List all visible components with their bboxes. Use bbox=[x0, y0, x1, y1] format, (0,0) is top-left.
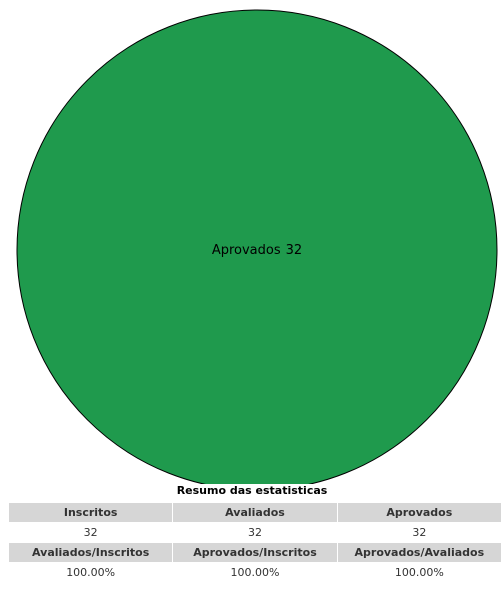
pie-slice bbox=[16, 9, 498, 484]
value-cell: 100.00% bbox=[336, 562, 503, 583]
header-cell: Aprovados/Avaliados bbox=[336, 542, 503, 563]
slice-value: 32 bbox=[286, 243, 303, 258]
table-row: Inscritos Avaliados Aprovados bbox=[7, 502, 503, 523]
table-row: Avaliados/Inscritos Aprovados/Inscritos Ap… bbox=[7, 542, 503, 563]
slice-label: Aprovados 32 bbox=[212, 243, 302, 258]
header-cell: Aprovados/Inscritos bbox=[172, 542, 338, 563]
header-cell: Aprovados bbox=[336, 502, 503, 523]
stats-table: Inscritos Avaliados Aprovados 32 32 32 Avaliad… bbox=[7, 502, 503, 583]
table-title: Resumo das estatisticas bbox=[176, 484, 328, 497]
value-cell: 32 bbox=[7, 522, 174, 543]
value-cell: 32 bbox=[336, 522, 503, 543]
value-cell: 100.00% bbox=[7, 562, 174, 583]
table-row: 32 32 32 bbox=[7, 522, 503, 543]
value-cell: 100.00% bbox=[172, 562, 338, 583]
slice-category: Aprovados bbox=[212, 243, 281, 258]
value-cell: 32 bbox=[172, 522, 338, 543]
header-cell: Avaliados/Inscritos bbox=[7, 542, 174, 563]
header-cell: Avaliados bbox=[172, 502, 338, 523]
chart: Aprovados 32 bbox=[16, 9, 498, 484]
table-row: 100.00% 100.00% 100.00% bbox=[7, 562, 503, 583]
header-cell: Inscritos bbox=[7, 502, 174, 523]
